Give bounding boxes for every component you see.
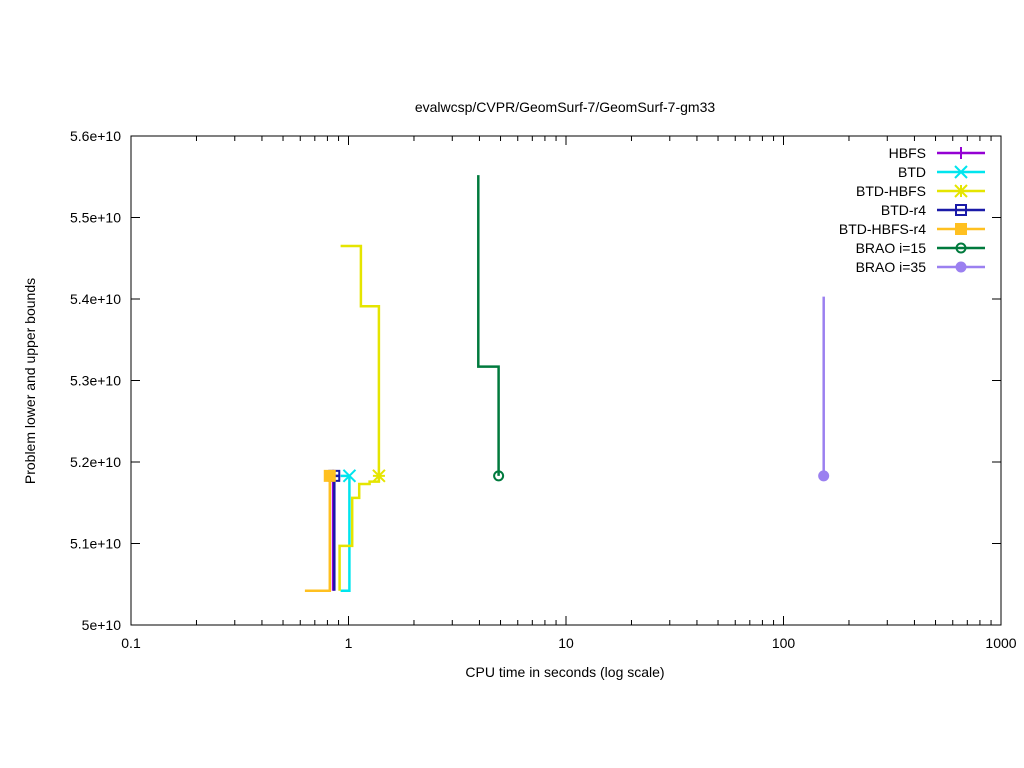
axes: 0.1 1 10 100 1000 5e+10 5.1e+10 5.2e+10 5.3e+10 5… [70, 128, 1017, 651]
series-btd-hbfs-point-d2 [372, 469, 386, 483]
legend-marker [955, 147, 967, 159]
x-axis-label: CPU time in seconds (log scale) [465, 664, 664, 680]
series-btd-hbfs [338, 244, 386, 591]
legend: HBFS BTD BTD-HBFS BTD-r4 BTD-HBFS-r4 BRAO i=1… [839, 145, 985, 275]
series-btd [340, 469, 357, 593]
y-tick-label: 5.6e+10 [70, 128, 121, 144]
legend-entry-brao-i-15: BRAO i=15 [856, 240, 985, 256]
legend-marker [955, 223, 967, 235]
series-btd-lower-line [340, 475, 351, 593]
legend-label: BTD-HBFS [856, 183, 926, 199]
legend-marker [955, 261, 967, 273]
legend-entry-btd: BTD [898, 164, 985, 180]
series-brao-i-15 [477, 175, 505, 482]
legend-marker [954, 165, 968, 179]
legend-marker-d2 [954, 184, 968, 198]
x-tick-label: 1000 [985, 635, 1016, 651]
y-tick-label: 5.3e+10 [70, 373, 121, 389]
legend-marker [955, 204, 967, 216]
legend-marker [955, 242, 967, 254]
series-brao-i-35-point [818, 470, 830, 482]
series-btd-hbfs-r4 [304, 469, 336, 593]
series-btd-point [342, 469, 357, 483]
x-tick-label: 100 [772, 635, 796, 651]
series-btd-point-d2 [342, 469, 357, 483]
series-brao-i-35 [818, 296, 830, 482]
legend-label: BTD-r4 [881, 202, 926, 218]
series-layer [304, 175, 830, 593]
y-tick-label: 5e+10 [82, 617, 122, 633]
chart-title: evalwcsp/CVPR/GeomSurf-7/GeomSurf-7-gm33 [415, 99, 716, 115]
legend-marker-box [955, 223, 967, 235]
y-tick-label: 5.5e+10 [70, 210, 121, 226]
legend-entry-btd-r4: BTD-r4 [881, 202, 985, 218]
series-btd-hbfs-upper-line [340, 244, 381, 476]
series-btd-hbfs-r4-lower-line [304, 475, 332, 593]
legend-marker [954, 184, 968, 198]
series-btd-hbfs-r4-point-box [323, 469, 336, 482]
legend-label: BRAO i=15 [856, 240, 927, 256]
legend-entry-btd-hbfs: BTD-HBFS [856, 183, 985, 199]
series-brao-i-35-point-dot [818, 470, 830, 482]
legend-label: BTD-HBFS-r4 [839, 221, 926, 237]
series-btd-hbfs-r4-point [323, 469, 336, 482]
series-brao-i-15-upper-line [477, 175, 500, 476]
legend-entry-brao-i-35: BRAO i=35 [856, 259, 985, 275]
x-tick-label: 0.1 [121, 635, 141, 651]
legend-marker-ring [955, 242, 967, 254]
x-tick-label: 10 [558, 635, 574, 651]
legend-label: BRAO i=35 [856, 259, 927, 275]
y-tick-label: 5.4e+10 [70, 291, 121, 307]
plot-frame [130, 135, 1002, 626]
legend-label: HBFS [889, 145, 926, 161]
legend-entry-hbfs: HBFS [889, 145, 985, 161]
legend-marker-box [955, 204, 967, 216]
series-brao-i-15-point [493, 470, 505, 482]
x-tick-label: 1 [345, 635, 353, 651]
series-btd-hbfs-point [372, 469, 386, 483]
legend-marker-d2 [954, 165, 968, 179]
y-axis-label: Problem lower and upper bounds [22, 278, 38, 484]
series-brao-i-15-point-ring [493, 470, 505, 482]
legend-label: BTD [898, 164, 926, 180]
legend-entry-btd-hbfs-r4: BTD-HBFS-r4 [839, 221, 985, 237]
y-tick-label: 5.1e+10 [70, 536, 121, 552]
legend-marker-dot [955, 261, 967, 273]
series-btd-hbfs-lower-line [338, 475, 381, 591]
y-tick-label: 5.2e+10 [70, 454, 121, 470]
